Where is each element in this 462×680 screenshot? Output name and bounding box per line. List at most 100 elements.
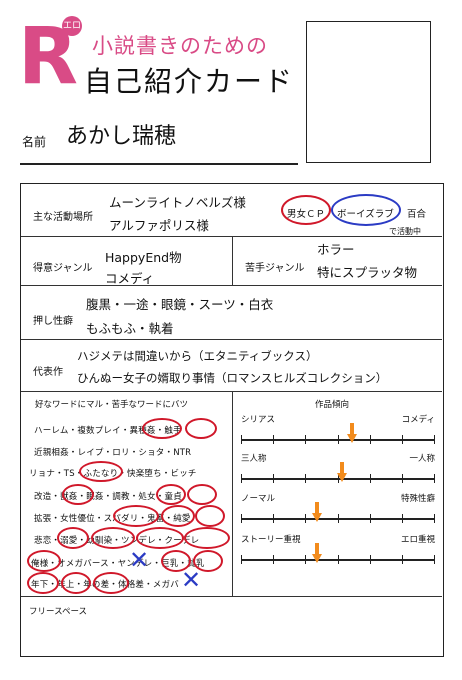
keyword-row: 近親相姦・レイプ・ロリ・ショタ・NTR [34, 448, 192, 458]
circle-mark [113, 505, 159, 527]
name-value: あかし瑞穂 [66, 124, 177, 149]
photo-box [306, 21, 431, 163]
keyword-row: 拡張・女性優位・スパダリ・鬼畜・純愛 [34, 514, 191, 524]
cross-mark-icon: ✕ [181, 566, 202, 594]
scale-tick [273, 514, 274, 523]
circle-mark [91, 527, 135, 549]
subtitle: 小説書きのための [92, 34, 268, 58]
circle-mark [79, 461, 123, 482]
scale-tick [241, 474, 242, 483]
keyword-row: 俺様・オメガバース・ヤンデレ・巨乳・貧乳 [31, 559, 205, 569]
scale-tick [402, 555, 403, 564]
circle-mark [161, 550, 191, 572]
free-space-label: フリースペース [29, 607, 88, 617]
scale-left-label: ノーマル [241, 494, 276, 504]
scale-tick [305, 555, 306, 564]
name-underline [20, 163, 298, 165]
logo-badge: エロ [62, 16, 82, 36]
circle-mark [27, 550, 61, 572]
circle-mark [193, 550, 223, 572]
arrow-marker-icon [311, 502, 322, 522]
activity-note: で活動中 [389, 227, 421, 236]
keyword-row: ハーレム・複数プレイ・異種姦・触手 [34, 426, 182, 436]
keyword-row: 改造・獣姦・眠姦・調教・処女・童貞 [34, 492, 182, 502]
circle-mark [93, 572, 129, 594]
page-title: 自己紹介カード [84, 65, 295, 98]
scale-right-label: コメディ [401, 415, 435, 425]
circle-mark [61, 572, 91, 594]
scale-left-label: 三人称 [241, 454, 267, 464]
scale-left-label: シリアス [241, 415, 276, 425]
circle-mark [184, 527, 230, 549]
bad-genre-line2: 特にスプラッタ物 [317, 265, 418, 280]
scale-left-label: ストーリー重視 [241, 535, 301, 545]
divider [21, 236, 442, 237]
divider [21, 391, 442, 392]
scale-tick [241, 514, 242, 523]
scale-tick [338, 555, 339, 564]
scale-tick [434, 435, 435, 444]
works-line1: ハジメテは間違いから（エタニティブックス） [77, 349, 318, 363]
circle-mark [156, 484, 186, 505]
divider [232, 236, 233, 285]
scale-tick [305, 435, 306, 444]
arrow-marker-icon [336, 462, 347, 482]
scale-tick [370, 474, 371, 483]
bad-genre-label: 苦手ジャンル [245, 263, 305, 274]
scale-tick [305, 474, 306, 483]
circle-mark [27, 572, 59, 594]
scale-tick [402, 514, 403, 523]
profile-card: 主な活動場所 ムーンライトノベルズ様 アルファポリス様 男女ＣＰ ボーイズラブ … [20, 183, 444, 657]
scale-tick [241, 555, 242, 564]
scale-tick [370, 435, 371, 444]
scale-right-label: 一人称 [409, 454, 435, 464]
activity-line2: アルファポリス様 [109, 218, 209, 233]
scale-tick [273, 474, 274, 483]
tag-yuri: 百合 [407, 209, 427, 220]
arrow-marker-icon [346, 423, 357, 443]
circle-mark [161, 505, 195, 527]
divider [232, 391, 233, 596]
tendency-header: 作品傾向 [315, 400, 350, 410]
scale-tick [273, 435, 274, 444]
circle-mark [136, 527, 184, 549]
works-line2: ひんぬー女子の婿取り事情（ロマンスヒルズコレクション） [77, 371, 388, 385]
circle-mark [57, 527, 89, 549]
fetish-line2: もふもふ・執着 [86, 321, 174, 336]
circle-mark [62, 484, 94, 505]
scale-tick [241, 435, 242, 444]
circle-mark [142, 418, 182, 439]
divider [21, 285, 442, 286]
circle-mark [281, 195, 331, 225]
name-label: 名前 [22, 135, 47, 149]
activity-label: 主な活動場所 [33, 212, 93, 223]
scale-right-label: エロ重視 [400, 535, 435, 545]
fetish-line1: 腹黒・一途・眼鏡・スーツ・白衣 [86, 297, 274, 312]
scale-tick [402, 474, 403, 483]
good-genre-label: 得意ジャンル [33, 263, 93, 274]
good-genre-line2: コメディ [105, 271, 155, 286]
cross-mark-icon: ✕ [129, 546, 150, 574]
scale-tick [273, 555, 274, 564]
works-label: 代表作 [33, 367, 63, 378]
divider [21, 596, 442, 597]
keywords-header: 好なワードにマル・苦手なワードにバツ [35, 400, 189, 410]
bad-genre-line1: ホラー [317, 242, 355, 257]
scale-tick [402, 435, 403, 444]
divider [21, 339, 442, 340]
scale-tick [370, 514, 371, 523]
circle-mark-blue [331, 194, 401, 226]
circle-mark [185, 418, 217, 439]
scale-tick [434, 474, 435, 483]
scale-right-label: 特殊性癖 [400, 494, 435, 504]
scale-tick [370, 555, 371, 564]
fetish-label: 押し性癖 [33, 316, 73, 327]
good-genre-line1: HappyEnd物 [105, 250, 182, 265]
circle-mark [195, 505, 225, 527]
scale-tick [338, 514, 339, 523]
scale-tick [434, 555, 435, 564]
scale-tick [434, 514, 435, 523]
arrow-marker-icon [311, 543, 322, 563]
circle-mark [187, 484, 217, 505]
activity-line1: ムーンライトノベルズ様 [109, 195, 246, 210]
